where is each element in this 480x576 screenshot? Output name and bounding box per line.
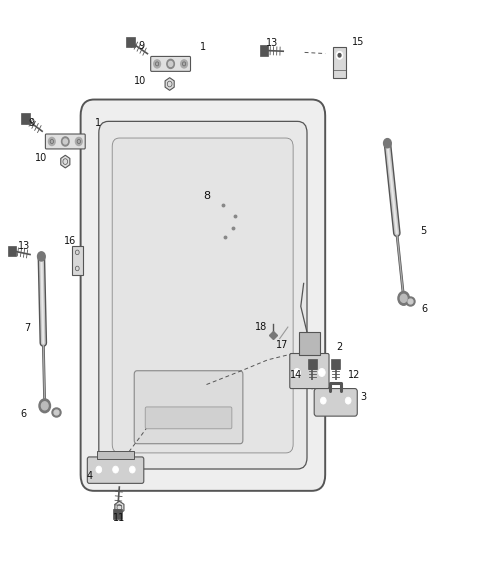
Text: 9: 9: [138, 40, 144, 51]
Circle shape: [167, 59, 174, 69]
FancyBboxPatch shape: [112, 138, 293, 453]
Polygon shape: [308, 359, 317, 369]
Text: 6: 6: [21, 410, 27, 419]
Circle shape: [319, 369, 325, 377]
Polygon shape: [8, 245, 16, 256]
Text: 1: 1: [95, 118, 101, 128]
Polygon shape: [113, 509, 122, 519]
Circle shape: [168, 62, 173, 66]
FancyBboxPatch shape: [99, 122, 307, 469]
Polygon shape: [331, 359, 340, 369]
Circle shape: [338, 54, 341, 57]
Text: 14: 14: [290, 370, 302, 380]
FancyBboxPatch shape: [314, 389, 357, 416]
Circle shape: [39, 399, 50, 412]
FancyBboxPatch shape: [290, 354, 329, 389]
Circle shape: [384, 139, 391, 148]
Text: 6: 6: [421, 304, 427, 314]
Text: 18: 18: [254, 322, 267, 332]
FancyBboxPatch shape: [87, 457, 144, 483]
Circle shape: [345, 397, 351, 404]
Circle shape: [37, 252, 45, 261]
Text: 13: 13: [266, 37, 279, 48]
Text: 10: 10: [134, 76, 146, 86]
Circle shape: [48, 138, 55, 146]
Text: 10: 10: [35, 153, 48, 162]
Text: 7: 7: [24, 323, 30, 334]
Text: 15: 15: [352, 37, 364, 47]
Circle shape: [336, 51, 343, 59]
Text: 2: 2: [336, 342, 342, 351]
Text: 9: 9: [29, 118, 35, 128]
Circle shape: [180, 60, 188, 68]
Polygon shape: [21, 113, 30, 124]
Polygon shape: [61, 156, 70, 168]
Polygon shape: [260, 46, 268, 56]
Bar: [97, 451, 134, 459]
Circle shape: [61, 137, 69, 146]
Circle shape: [294, 369, 300, 377]
Circle shape: [113, 466, 119, 473]
Bar: [299, 332, 320, 355]
Circle shape: [96, 466, 102, 473]
FancyBboxPatch shape: [145, 407, 232, 429]
FancyBboxPatch shape: [151, 56, 191, 71]
Text: 5: 5: [420, 226, 426, 236]
Polygon shape: [115, 501, 124, 514]
Polygon shape: [126, 37, 134, 47]
Circle shape: [400, 294, 407, 302]
Text: 3: 3: [360, 392, 367, 402]
Text: 1: 1: [200, 42, 206, 52]
Text: 4: 4: [86, 472, 92, 482]
Circle shape: [63, 139, 67, 144]
Circle shape: [398, 291, 409, 305]
Bar: [72, 246, 83, 275]
Text: 8: 8: [203, 191, 210, 201]
Bar: [333, 47, 346, 78]
Text: 17: 17: [276, 340, 288, 350]
Circle shape: [130, 466, 135, 473]
FancyBboxPatch shape: [134, 371, 243, 444]
Circle shape: [41, 402, 48, 410]
FancyBboxPatch shape: [81, 100, 325, 491]
Circle shape: [75, 138, 82, 146]
FancyBboxPatch shape: [46, 134, 85, 149]
Text: 11: 11: [113, 513, 125, 523]
Text: 12: 12: [348, 370, 360, 380]
Circle shape: [321, 397, 326, 404]
Text: 13: 13: [18, 241, 30, 251]
Polygon shape: [165, 78, 174, 90]
Text: 16: 16: [64, 236, 76, 246]
Circle shape: [154, 60, 160, 68]
